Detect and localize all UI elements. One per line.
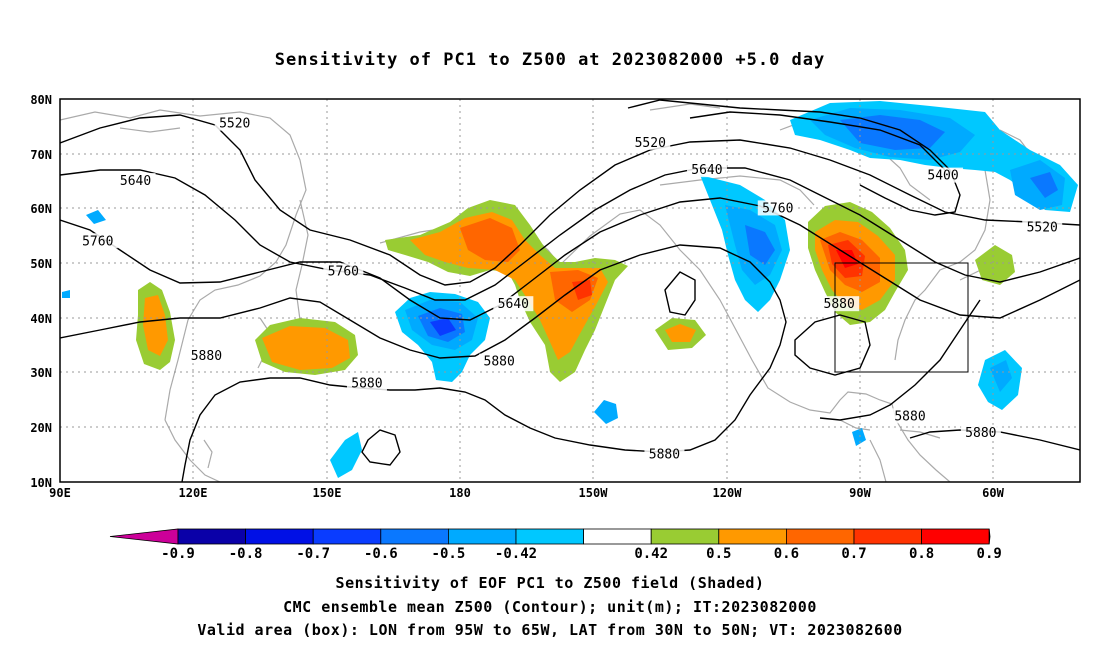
lat-axis: 80N 70N 60N 50N 40N 30N 20N 10N	[30, 93, 52, 490]
contour-label: 5760	[82, 234, 113, 249]
contour-label: 5880	[824, 297, 855, 312]
lat-label: 80N	[30, 93, 52, 107]
contour-label: 5880	[191, 349, 222, 364]
colorbar-label: 0.42	[634, 546, 668, 562]
lon-label: 150E	[313, 486, 342, 500]
colorbar-label: -0.42	[495, 546, 537, 562]
contour-label-bg	[686, 162, 727, 178]
caption-contour: CMC ensemble mean Z500 (Contour); unit(m…	[283, 598, 817, 616]
contour-label: 5880	[894, 409, 925, 424]
colorbar-label: -0.9	[161, 546, 195, 562]
colorbar-label: 0.6	[774, 546, 799, 562]
contour-label-bg	[479, 353, 520, 369]
colorbar: -0.9 -0.8 -0.7 -0.6 -0.5 -0.42 0.42 0.5 0.6 0.7 0.…	[109, 528, 1002, 562]
lon-label: 60W	[982, 486, 1004, 500]
lon-label: 150W	[579, 486, 609, 500]
colorbar-swatch	[718, 528, 787, 545]
lat-label: 60N	[30, 202, 52, 216]
contour-label-bg	[923, 167, 964, 183]
valid-area-box	[834, 262, 969, 373]
contour-labels: 5520 5520 5640 5640 5760 5760 5760 5640 5880 5880…	[77, 115, 1063, 463]
contour-label: 5520	[1027, 221, 1058, 236]
colorbar-swatch	[177, 528, 246, 545]
contour-label-bg	[890, 408, 930, 424]
caption-shading: Sensitivity of EOF PC1 to Z500 field (Sh…	[335, 574, 765, 592]
contour-label: 5880	[649, 448, 680, 463]
colorbar-swatch	[380, 528, 449, 545]
colorbar-label: 0.5	[706, 546, 731, 562]
lat-label: 20N	[30, 421, 52, 435]
lon-label: 120E	[179, 486, 208, 500]
colorbar-label: 0.9	[977, 546, 1002, 562]
map-frame	[59, 98, 1081, 483]
contour-label-bg	[186, 348, 227, 364]
colorbar-swatch	[447, 528, 517, 545]
colorbar-swatch	[921, 528, 990, 545]
colorbar-low-triangle	[109, 528, 179, 545]
lat-label: 70N	[30, 148, 52, 162]
contour-label: 5640	[691, 163, 722, 178]
contour-label-bg	[1022, 219, 1063, 235]
contour-label: 5880	[351, 377, 382, 392]
lat-label: 40N	[30, 312, 52, 326]
contour-label-bg	[323, 263, 364, 279]
colorbar-swatch	[583, 528, 652, 545]
colorbar-swatch	[853, 528, 922, 545]
lon-label: 180	[449, 486, 471, 500]
caption-valid-area: Valid area (box): LON from 95W to 65W, L…	[197, 621, 903, 639]
contour-label-bg	[77, 233, 118, 249]
lat-label: 50N	[30, 257, 52, 271]
colorbar-label: 0.8	[909, 546, 934, 562]
lon-label: 120W	[713, 486, 743, 500]
colorbar-swatch	[312, 528, 382, 545]
colorbar-swatch	[245, 528, 314, 545]
colorbar-label: -0.7	[296, 546, 330, 562]
contour-label: 5520	[635, 136, 666, 151]
colorbar-label: -0.6	[364, 546, 398, 562]
contour-label-bg	[644, 446, 685, 462]
colorbar-high-triangle	[988, 528, 991, 545]
contour-label-bg	[214, 115, 255, 131]
lon-label: 90W	[849, 486, 871, 500]
map-body: 5520 5520 5640 5640 5760 5760 5760 5640 5880 5880…	[60, 99, 1080, 482]
contour-label: 5640	[498, 297, 529, 312]
contour-label-bg	[630, 134, 671, 150]
colorbar-label: -0.5	[432, 546, 466, 562]
colorbar-label: -0.8	[229, 546, 263, 562]
colorbar-swatch	[786, 528, 855, 545]
contour-label-bg	[960, 424, 1001, 440]
contour-label-bg	[819, 296, 860, 312]
contour-label-bg	[493, 296, 534, 312]
map-title: Sensitivity of PC1 to Z500 at 2023082000…	[274, 50, 826, 70]
colorbar-label: 0.7	[841, 546, 866, 562]
contour-label: 5760	[762, 201, 793, 216]
lat-label: 30N	[30, 366, 52, 380]
contour-label: 5640	[120, 174, 151, 189]
contour-label: 5760	[328, 264, 359, 279]
contour-label-bg	[346, 375, 387, 391]
contour-label: 5520	[219, 117, 250, 132]
contour-label: 5400	[927, 169, 958, 184]
contour-label: 5880	[484, 355, 515, 370]
lon-label: 90E	[49, 486, 71, 500]
colorbar-swatch	[650, 528, 720, 545]
contour-label-bg	[757, 200, 798, 216]
lat-label: 10N	[30, 476, 52, 490]
lon-axis: 90E 120E 150E 180 150W 120W 90W 60W	[49, 486, 1004, 500]
gridlines	[60, 99, 1080, 482]
sensitivity-map: 5520 5520 5640 5640 5760 5760 5760 5640 5880 5880…	[30, 93, 1081, 562]
contour-label: 5880	[965, 426, 996, 441]
z500-contours	[60, 99, 1080, 482]
contour-label-bg	[115, 173, 156, 189]
colorbar-swatch	[515, 528, 584, 545]
